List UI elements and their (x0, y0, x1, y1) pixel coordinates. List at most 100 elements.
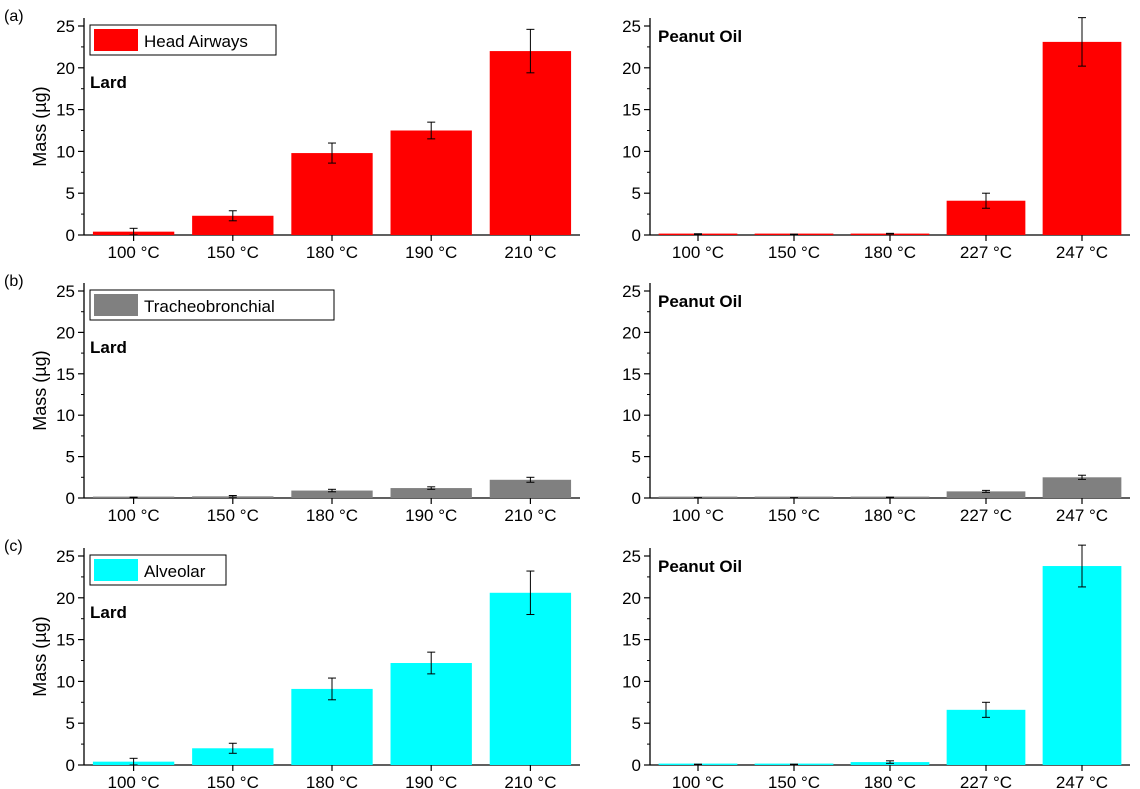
x-tick-label: 247 °C (1056, 506, 1108, 525)
y-tick-label: 5 (632, 448, 641, 467)
x-tick-label: 100 °C (108, 243, 160, 262)
x-tick-label: 180 °C (306, 773, 358, 789)
y-tick-label: 25 (622, 547, 641, 566)
bar (291, 688, 373, 765)
inset-label: Peanut Oil (658, 292, 742, 311)
x-tick-label: 180 °C (306, 243, 358, 262)
x-tick-label: 150 °C (768, 243, 820, 262)
x-tick-label: 190 °C (405, 506, 457, 525)
inset-label: Lard (90, 603, 127, 622)
x-tick-label: 180 °C (864, 243, 916, 262)
x-tick-label: 210 °C (504, 773, 556, 789)
x-tick-label: 190 °C (405, 243, 457, 262)
x-tick-label: 180 °C (864, 773, 916, 789)
bar (946, 491, 1026, 498)
y-tick-label: 25 (56, 282, 75, 301)
x-tick-label: 247 °C (1056, 243, 1108, 262)
y-tick-label: 20 (56, 59, 75, 78)
inset-label: Peanut Oil (658, 27, 742, 46)
x-tick-label: 180 °C (306, 506, 358, 525)
legend-label: Tracheobronchial (144, 297, 275, 316)
y-tick-label: 15 (622, 365, 641, 384)
x-tick-label: 150 °C (207, 773, 259, 789)
bar (291, 153, 373, 235)
y-tick-label: 15 (56, 365, 75, 384)
bar (291, 490, 373, 498)
bar (390, 663, 472, 765)
legend-swatch (94, 29, 138, 51)
y-tick-label: 0 (632, 226, 641, 245)
y-tick-label: 10 (56, 672, 75, 691)
y-tick-label: 15 (622, 101, 641, 120)
panel-label: (c) (4, 538, 23, 555)
y-tick-label: 25 (622, 282, 641, 301)
x-tick-label: 227 °C (960, 773, 1012, 789)
y-tick-label: 0 (632, 489, 641, 508)
x-tick-label: 100 °C (672, 506, 724, 525)
y-tick-label: 10 (56, 406, 75, 425)
inset-label: Lard (90, 338, 127, 357)
y-tick-label: 0 (66, 756, 75, 775)
bar (489, 51, 572, 235)
y-tick-label: 5 (66, 184, 75, 203)
y-tick-label: 15 (56, 631, 75, 650)
bar (1042, 477, 1122, 498)
legend-swatch (94, 559, 138, 581)
inset-label: Lard (90, 73, 127, 92)
y-tick-label: 5 (632, 184, 641, 203)
y-tick-label: 20 (622, 59, 641, 78)
bar (192, 748, 274, 765)
bar (390, 488, 472, 498)
y-axis-label: Mass (µg) (30, 350, 50, 430)
y-tick-label: 15 (622, 631, 641, 650)
inset-label: Peanut Oil (658, 557, 742, 576)
legend-label: Head Airways (144, 32, 248, 51)
x-tick-label: 150 °C (768, 506, 820, 525)
x-tick-label: 150 °C (768, 773, 820, 789)
y-tick-label: 25 (622, 17, 641, 36)
bar (1042, 566, 1122, 765)
y-tick-label: 20 (622, 589, 641, 608)
y-tick-label: 5 (66, 448, 75, 467)
x-tick-label: 190 °C (405, 773, 457, 789)
y-tick-label: 25 (56, 547, 75, 566)
y-axis-label: Mass (µg) (30, 616, 50, 696)
bar (489, 592, 572, 765)
x-tick-label: 100 °C (672, 243, 724, 262)
panel-label: (b) (4, 273, 24, 290)
x-tick-label: 150 °C (207, 506, 259, 525)
y-tick-label: 5 (632, 714, 641, 733)
x-tick-label: 210 °C (504, 506, 556, 525)
y-axis-label: Mass (µg) (30, 86, 50, 166)
y-tick-label: 0 (66, 226, 75, 245)
legend-label: Alveolar (144, 562, 206, 581)
y-tick-label: 0 (66, 489, 75, 508)
x-tick-label: 247 °C (1056, 773, 1108, 789)
x-tick-label: 100 °C (108, 773, 160, 789)
y-tick-label: 15 (56, 101, 75, 120)
x-tick-label: 180 °C (864, 506, 916, 525)
bar (946, 709, 1026, 765)
x-tick-label: 227 °C (960, 243, 1012, 262)
y-tick-label: 10 (622, 672, 641, 691)
y-tick-label: 10 (622, 142, 641, 161)
y-tick-label: 10 (56, 142, 75, 161)
x-tick-label: 210 °C (504, 243, 556, 262)
panel-label: (a) (4, 8, 24, 25)
bar (489, 479, 572, 498)
x-tick-label: 100 °C (108, 506, 160, 525)
legend-swatch (94, 294, 138, 316)
y-tick-label: 5 (66, 714, 75, 733)
y-tick-label: 0 (632, 756, 641, 775)
x-tick-label: 227 °C (960, 506, 1012, 525)
y-tick-label: 20 (56, 323, 75, 342)
bar (1042, 41, 1122, 235)
y-tick-label: 25 (56, 17, 75, 36)
x-tick-label: 150 °C (207, 243, 259, 262)
x-tick-label: 100 °C (672, 773, 724, 789)
y-tick-label: 10 (622, 406, 641, 425)
bar (390, 130, 472, 235)
y-tick-label: 20 (622, 323, 641, 342)
bar (192, 215, 274, 235)
